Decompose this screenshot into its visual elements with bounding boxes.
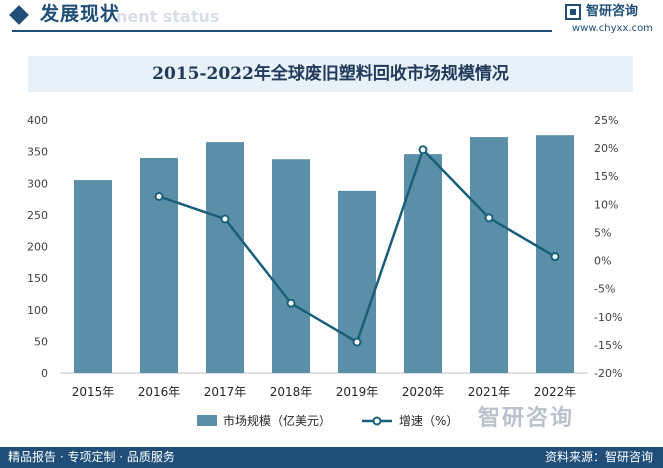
y-left-tick-label: 400 bbox=[27, 114, 48, 127]
footer-bar bbox=[0, 447, 663, 468]
y-right-tick-label: 0% bbox=[594, 255, 611, 268]
header: 发展现状 nent status 智研咨询 www.chyxx.com bbox=[0, 0, 663, 42]
bar bbox=[404, 154, 442, 373]
chart-title: 2015-2022年全球废旧塑料回收市场规模情况 bbox=[152, 64, 509, 84]
legend-bar-label: 市场规模（亿美元） bbox=[223, 413, 331, 428]
growth-point bbox=[418, 145, 428, 155]
y-left-tick-label: 150 bbox=[27, 272, 48, 285]
legend-line-label: 增速（%） bbox=[399, 414, 458, 428]
y-right-tick-label: 25% bbox=[594, 114, 618, 127]
y-left-tick-label: 300 bbox=[27, 177, 48, 190]
growth-point bbox=[220, 214, 230, 224]
y-left-tick-label: 50 bbox=[34, 335, 48, 348]
y-right-tick-label: -20% bbox=[594, 367, 622, 380]
footer-slogan: 精品报告 · 专项定制 · 品质服务 bbox=[8, 450, 175, 464]
footer-source: 资料来源：智研咨询 bbox=[544, 450, 653, 464]
bar bbox=[74, 180, 112, 373]
y-right-tick-label: -15% bbox=[594, 339, 622, 352]
growth-point bbox=[352, 337, 362, 347]
bar bbox=[206, 142, 244, 373]
x-tick-label: 2019年 bbox=[336, 385, 379, 399]
y-left-tick-label: 350 bbox=[27, 146, 48, 159]
section-subtitle: nent status bbox=[116, 7, 220, 26]
x-tick-label: 2016年 bbox=[138, 385, 181, 399]
y-right-tick-label: 5% bbox=[594, 226, 611, 239]
growth-point bbox=[286, 298, 296, 308]
y-left-tick-label: 0 bbox=[41, 367, 48, 380]
brand-logo-icon bbox=[565, 4, 581, 20]
growth-point bbox=[484, 213, 494, 223]
x-tick-label: 2021年 bbox=[468, 385, 511, 399]
legend-line-marker bbox=[372, 416, 382, 426]
bar bbox=[140, 157, 178, 373]
bar bbox=[272, 159, 310, 373]
header-divider bbox=[12, 30, 552, 32]
x-tick-label: 2017年 bbox=[204, 385, 247, 399]
x-tick-label: 2015年 bbox=[72, 385, 115, 399]
y-right-tick-label: 20% bbox=[594, 142, 618, 155]
x-tick-label: 2018年 bbox=[270, 385, 313, 399]
growth-point bbox=[154, 191, 164, 201]
y-left-tick-label: 200 bbox=[27, 241, 48, 254]
growth-point bbox=[550, 252, 560, 262]
y-right-tick-label: 15% bbox=[594, 170, 618, 183]
brand-name: 智研咨询 bbox=[586, 4, 639, 19]
brand-url: www.chyxx.com bbox=[572, 23, 653, 34]
y-right-tick-label: 10% bbox=[594, 198, 618, 211]
section-title: 发展现状 bbox=[40, 3, 121, 25]
title-band bbox=[28, 56, 633, 92]
y-left-tick-label: 100 bbox=[27, 304, 48, 317]
y-right-tick-label: -5% bbox=[594, 283, 615, 296]
bar bbox=[470, 137, 508, 373]
watermark-logo: 智研咨询 bbox=[478, 406, 575, 431]
y-right-tick-label: -10% bbox=[594, 311, 622, 324]
legend-bar-swatch bbox=[197, 415, 217, 426]
y-left-tick-label: 250 bbox=[27, 209, 48, 222]
x-tick-label: 2020年 bbox=[402, 385, 445, 399]
x-tick-label: 2022年 bbox=[534, 385, 577, 399]
